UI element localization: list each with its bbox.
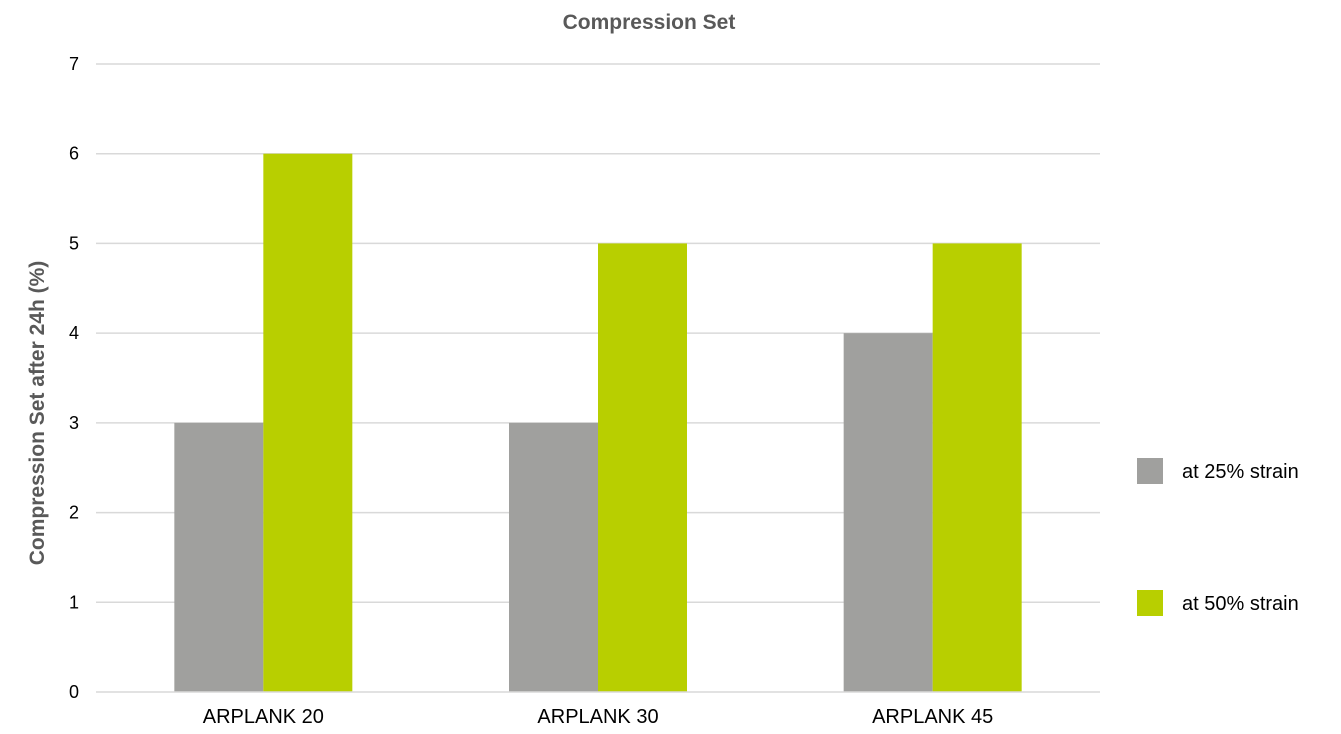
legend-swatch [1137,458,1163,484]
x-category-label: ARPLANK 45 [872,706,993,728]
y-tick-label: 0 [69,682,79,702]
y-tick-label: 7 [69,54,79,74]
legend-label: at 25% strain [1182,461,1299,483]
bar-strain-50 [263,153,353,692]
legend-swatch [1137,590,1163,616]
x-axis-categories: ARPLANK 20 ARPLANK 30 ARPLANK 45 [203,706,994,728]
chart-title: Compression Set [563,11,736,34]
legend: at 25% strain at 50% strain [1137,458,1299,616]
bar-strain-25 [843,333,933,692]
y-tick-label: 1 [69,592,79,612]
x-category-label: ARPLANK 30 [537,706,658,728]
y-axis-ticks: 0 1 2 3 4 5 6 7 [69,54,79,702]
y-tick-label: 5 [69,233,79,253]
bars [174,153,1022,692]
bar-strain-50 [932,243,1022,692]
legend-label: at 50% strain [1182,593,1299,615]
bar-strain-25 [174,422,264,692]
y-tick-label: 6 [69,144,79,164]
y-tick-label: 3 [69,413,79,433]
y-axis-label: Compression Set after 24h (%) [26,261,49,566]
y-tick-label: 2 [69,503,79,523]
bar-strain-25 [509,422,598,692]
x-category-label: ARPLANK 20 [203,706,324,728]
y-tick-label: 4 [69,323,79,343]
bar-strain-50 [598,243,687,692]
